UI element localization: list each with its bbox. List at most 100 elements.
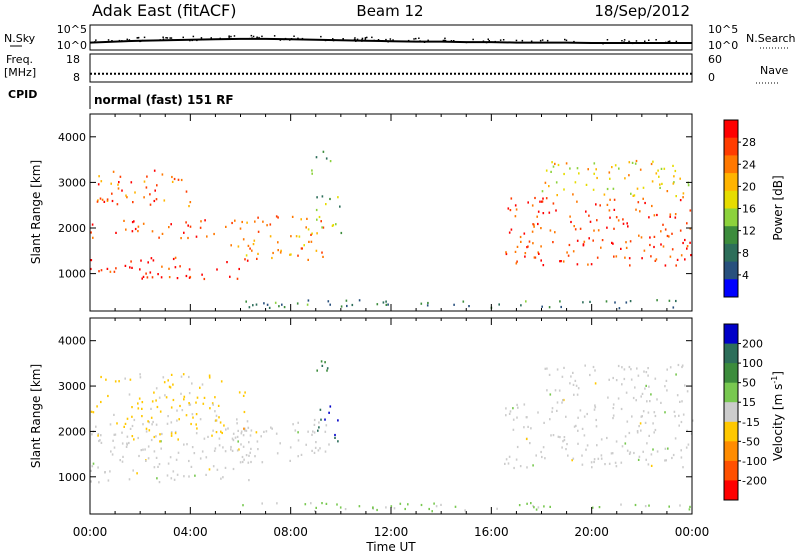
echo-cell bbox=[595, 203, 597, 206]
echo-cell bbox=[150, 257, 153, 260]
echo-cell bbox=[239, 461, 242, 464]
echo-cell bbox=[229, 275, 231, 278]
echo-cell bbox=[201, 450, 204, 453]
echo-cell bbox=[141, 415, 143, 418]
echo-cell bbox=[660, 167, 663, 170]
colorbar-tick-label: 24 bbox=[742, 158, 756, 171]
echo-cell bbox=[289, 459, 291, 462]
echo-cell bbox=[376, 508, 378, 512]
echo-cell bbox=[633, 194, 636, 197]
echo-cell bbox=[671, 248, 674, 251]
noise-search-dot bbox=[597, 42, 600, 44]
echo-cell bbox=[629, 264, 631, 267]
echo-cell bbox=[276, 502, 278, 505]
noise-search-dot bbox=[324, 39, 327, 42]
echo-cell bbox=[188, 402, 190, 405]
echo-cell bbox=[320, 220, 322, 223]
echo-cell bbox=[155, 423, 158, 426]
noise-search-dot bbox=[355, 40, 357, 42]
echo-cell bbox=[90, 480, 92, 483]
echo-cell bbox=[618, 167, 620, 170]
echo-cell bbox=[655, 172, 658, 175]
echo-cell bbox=[609, 177, 611, 180]
echo-cell bbox=[321, 251, 323, 254]
power-xticks bbox=[89, 114, 693, 311]
echo-cell bbox=[208, 468, 211, 471]
echo-cell bbox=[637, 458, 640, 461]
echo-cell bbox=[393, 507, 396, 510]
echo-cell bbox=[188, 459, 190, 463]
echo-cell bbox=[545, 169, 548, 172]
noise-search-dot bbox=[219, 37, 221, 40]
echo-cell bbox=[270, 426, 272, 429]
colorbar-swatch bbox=[724, 155, 738, 174]
echo-cell bbox=[236, 277, 239, 280]
echo-cell bbox=[161, 432, 163, 436]
echo-cell bbox=[620, 503, 622, 506]
echo-cell bbox=[242, 238, 245, 241]
echo-cell bbox=[232, 467, 235, 471]
echo-cell bbox=[668, 505, 670, 508]
echo-cell bbox=[573, 425, 576, 428]
echo-cell bbox=[523, 426, 525, 429]
echo-cell bbox=[541, 200, 544, 203]
echo-cell bbox=[345, 299, 348, 302]
echo-cell bbox=[672, 306, 675, 309]
echo-cell bbox=[325, 203, 327, 206]
echo-cell bbox=[339, 506, 342, 509]
echo-cell bbox=[281, 303, 283, 306]
echo-cell bbox=[516, 260, 518, 263]
echo-cell bbox=[128, 441, 130, 445]
echo-cell bbox=[672, 453, 675, 457]
echo-cell bbox=[253, 239, 256, 242]
echo-cell bbox=[689, 505, 691, 508]
echo-cell bbox=[246, 420, 249, 423]
echo-cell bbox=[188, 392, 191, 395]
echo-cell bbox=[613, 255, 615, 258]
echo-cell bbox=[573, 225, 575, 228]
echo-cell bbox=[179, 265, 181, 268]
echo-cell bbox=[316, 218, 318, 221]
echo-cell bbox=[620, 461, 623, 464]
echo-cell bbox=[681, 365, 683, 369]
echo-cell bbox=[100, 434, 102, 437]
echo-cell bbox=[642, 410, 645, 413]
echo-cell bbox=[647, 374, 649, 377]
echo-cell bbox=[151, 276, 154, 279]
echo-cell bbox=[121, 460, 124, 463]
echo-cell bbox=[539, 200, 541, 203]
echo-cell bbox=[151, 400, 154, 403]
echo-cell bbox=[185, 221, 187, 224]
echo-cell bbox=[177, 438, 179, 441]
time-tick-label: 12:00 bbox=[374, 525, 409, 539]
echo-cell bbox=[195, 401, 197, 404]
echo-cell bbox=[542, 264, 545, 267]
echo-cell bbox=[576, 393, 579, 396]
echo-cell bbox=[261, 502, 263, 505]
echo-cell bbox=[240, 432, 243, 435]
echo-cell bbox=[660, 401, 662, 404]
echo-cell bbox=[351, 303, 354, 307]
echo-cell bbox=[625, 246, 628, 249]
colorbar-swatch bbox=[724, 441, 738, 462]
echo-cell bbox=[576, 263, 579, 266]
echo-cell bbox=[505, 407, 507, 410]
echo-cell bbox=[404, 507, 406, 511]
echo-cell bbox=[548, 185, 550, 188]
noise-search-dot bbox=[136, 37, 138, 39]
echo-cell bbox=[211, 402, 214, 405]
echo-cell bbox=[221, 431, 223, 435]
echo-cell bbox=[682, 241, 684, 245]
echo-cell bbox=[509, 209, 512, 212]
echo-cell bbox=[577, 429, 579, 432]
echo-cell bbox=[155, 456, 158, 459]
echo-cell bbox=[651, 180, 654, 183]
echo-cell bbox=[510, 197, 513, 200]
echo-cell bbox=[526, 466, 528, 469]
echo-cell bbox=[248, 441, 250, 444]
noise-search-dot bbox=[453, 40, 455, 42]
noise-search-dot bbox=[251, 37, 253, 39]
echo-cell bbox=[150, 416, 153, 419]
echo-cell bbox=[100, 400, 102, 404]
echo-cell bbox=[215, 419, 217, 422]
